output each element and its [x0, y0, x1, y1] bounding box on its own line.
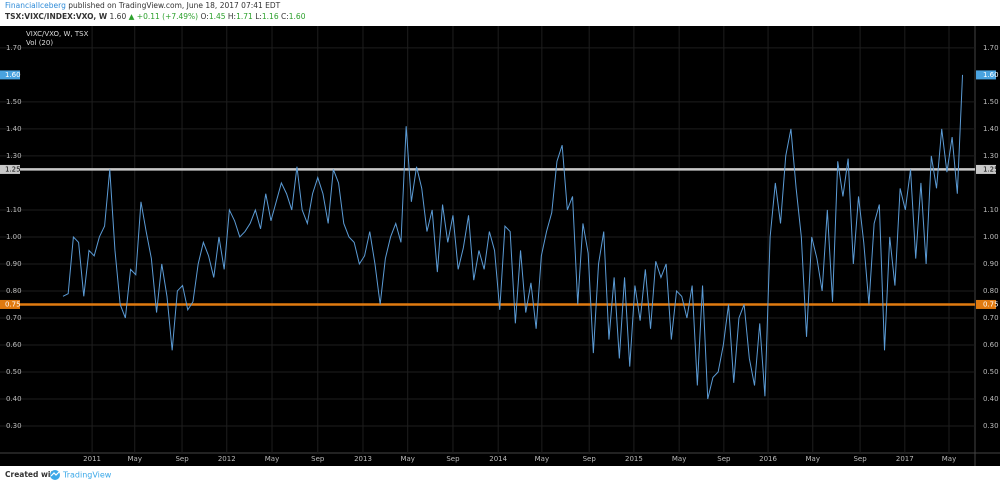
y-tick-label: 1.70 — [983, 44, 999, 52]
x-tick-label: May — [535, 455, 549, 463]
y-tick-label: 1.30 — [983, 152, 999, 160]
ohlc-value: 1.45 — [209, 12, 226, 21]
price-badge — [976, 164, 996, 174]
chart-bg — [0, 26, 1000, 466]
price: 1.60 — [110, 12, 127, 21]
ohlc-label: L: — [255, 12, 262, 21]
y-tick-label: 1.00 — [983, 233, 999, 241]
ohlc-label: O: — [201, 12, 209, 21]
footer-brand[interactable]: TradingView — [62, 471, 112, 480]
y-tick-label: 0.30 — [6, 422, 22, 430]
y-tick-label: 1.50 — [983, 98, 999, 106]
price-badge — [0, 164, 20, 174]
y-tick-label: 1.10 — [983, 206, 999, 214]
y-tick-label: 0.70 — [6, 314, 22, 322]
y-tick-label: 0.60 — [6, 341, 22, 349]
x-tick-label: May — [400, 455, 414, 463]
tv-logo — [50, 470, 60, 480]
y-tick-label: 0.70 — [983, 314, 999, 322]
price-badge-label: 1.25 — [983, 165, 999, 173]
y-tick-label: 0.50 — [983, 368, 999, 376]
price-badge-label: 1.60 — [983, 71, 999, 79]
y-tick-label: 0.40 — [983, 395, 999, 403]
x-tick-label: 2016 — [759, 455, 777, 463]
x-tick-label: Sep — [311, 455, 325, 463]
series-line — [62, 74, 964, 400]
y-tick-label: 1.40 — [983, 125, 999, 133]
y-tick-label: 0.60 — [983, 341, 999, 349]
ohlc-label: H: — [228, 12, 236, 21]
x-tick-label: May — [942, 455, 956, 463]
y-tick-label: 1.00 — [6, 233, 22, 241]
x-tick-label: 2017 — [896, 455, 914, 463]
y-tick-label: 1.10 — [6, 206, 22, 214]
x-tick-label: 2014 — [489, 455, 507, 463]
x-tick-label: Sep — [446, 455, 460, 463]
ohlc-value: 1.60 — [289, 12, 306, 21]
x-tick-label: Sep — [583, 455, 597, 463]
price-badge-label: 0.75 — [983, 300, 999, 308]
y-tick-label: 0.40 — [6, 395, 22, 403]
price-badge — [976, 70, 996, 80]
footer-created: Created with — [5, 470, 59, 479]
ohlc-value: 1.16 — [262, 12, 279, 21]
x-tick-label: May — [672, 455, 686, 463]
x-tick-label: Sep — [853, 455, 867, 463]
publish-line: FinancialIceberg published on TradingVie… — [5, 1, 281, 10]
chart-subtitle: Vol (20) — [26, 39, 53, 47]
x-tick-label: May — [127, 455, 141, 463]
x-tick-label: Sep — [175, 455, 189, 463]
chart-title: VIXC/VXO, W, TSX — [26, 30, 89, 38]
y-tick-label: 1.50 — [6, 98, 22, 106]
change: +0.11 (+7.49%) — [137, 12, 198, 21]
price-badge-label: 1.60 — [5, 71, 21, 79]
x-tick-label: 2011 — [83, 455, 101, 463]
y-tick-label: 0.90 — [6, 260, 22, 268]
y-tick-label: 1.70 — [6, 44, 22, 52]
price-badge-label: 1.25 — [5, 165, 21, 173]
y-tick-label: 0.90 — [983, 260, 999, 268]
price-badge — [976, 299, 996, 309]
plot: 0.30 0.30 0.40 0.40 0.50 0.50 0.60 0.60 0.70 0.70… — [0, 26, 999, 463]
price-badge — [0, 299, 20, 309]
x-tick-label: 2012 — [218, 455, 236, 463]
ohlc-label: C: — [281, 12, 289, 21]
y-tick-label: 0.80 — [983, 287, 999, 295]
quote-line: TSX:VIXC/INDEX:VXO, W 1.60 ▲ +0.11 (+7.4… — [5, 12, 306, 21]
price-badge — [0, 70, 20, 80]
x-tick-label: Sep — [717, 455, 731, 463]
y-tick-label: 1.40 — [6, 125, 22, 133]
x-tick-label: May — [806, 455, 820, 463]
x-tick-label: 2013 — [354, 455, 372, 463]
y-tick-label: 0.30 — [983, 422, 999, 430]
y-tick-label: 1.30 — [6, 152, 22, 160]
y-tick-label: 0.80 — [6, 287, 22, 295]
arrow: ▲ — [129, 12, 135, 21]
symbol: TSX:VIXC/INDEX:VXO, W — [5, 12, 108, 21]
price-badge-label: 0.75 — [5, 300, 21, 308]
y-tick-label: 0.50 — [6, 368, 22, 376]
ohlc-value: 1.71 — [236, 12, 253, 21]
published: published on TradingView.com, June 18, 2… — [68, 1, 280, 10]
author[interactable]: FinancialIceberg — [5, 1, 66, 10]
x-tick-label: 2015 — [625, 455, 643, 463]
x-tick-label: May — [265, 455, 279, 463]
